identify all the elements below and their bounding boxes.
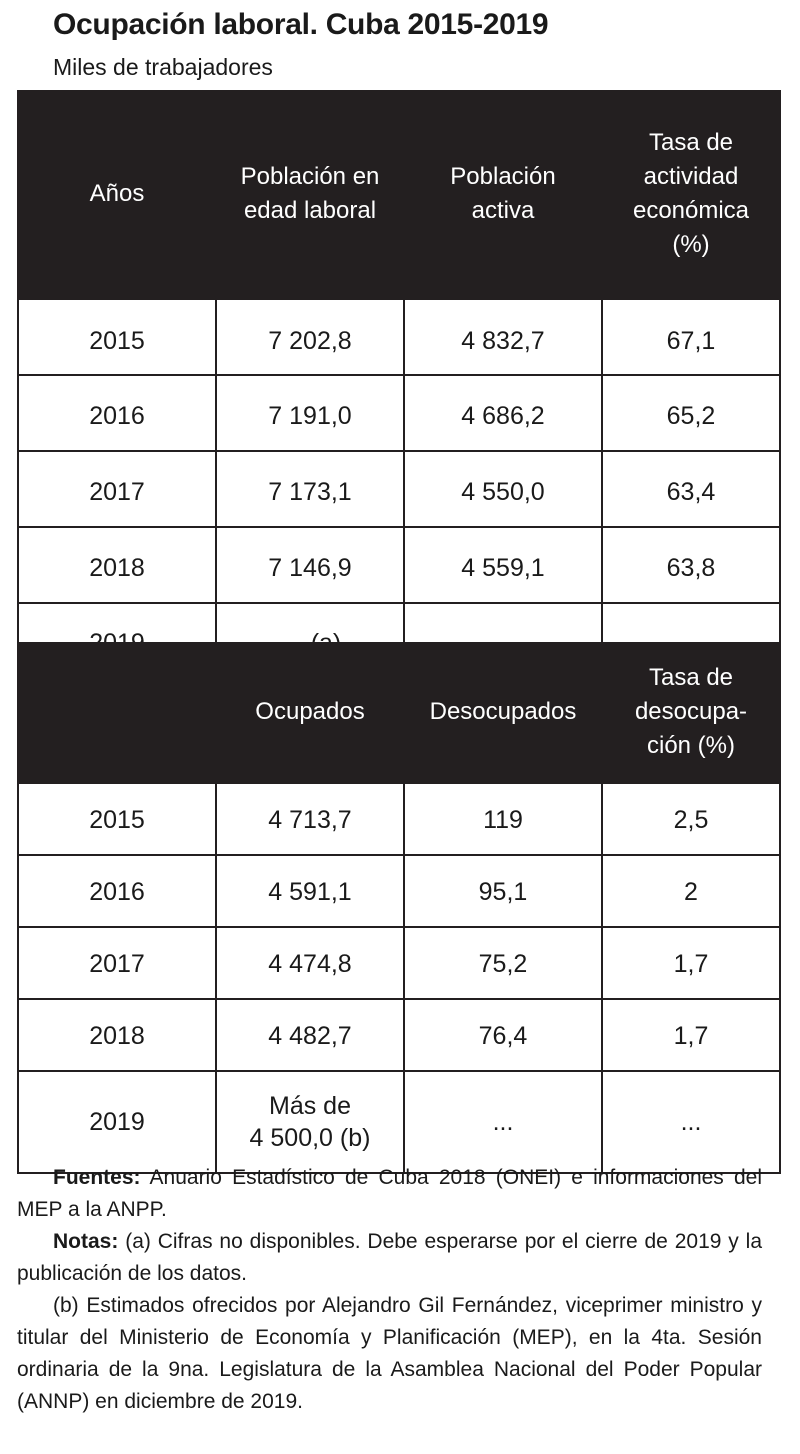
value-cell: 65,2: [601, 374, 781, 452]
value-cell: 4 559,1: [403, 526, 603, 604]
note-a-text: (a) Cifras no disponibles. Debe esperars…: [17, 1230, 762, 1285]
sources-label: Fuentes:: [53, 1166, 141, 1189]
column-header: Población activa: [403, 90, 603, 299]
column-header: Población en edad laboral: [215, 90, 405, 299]
year-cell: 2016: [17, 854, 217, 928]
table-row: 2015 4 713,7 119 2,5: [17, 782, 781, 856]
value-cell: 67,1: [601, 298, 781, 376]
year-cell: 2016: [17, 374, 217, 452]
value-cell: 7 191,0: [215, 374, 405, 452]
table-row: 2016 7 191,0 4 686,2 65,2: [17, 374, 781, 452]
year-cell: 2017: [17, 450, 217, 528]
column-header: Tasa de desocupa-ción (%): [601, 642, 781, 783]
value-cell: 95,1: [403, 854, 603, 928]
labor-force-table: Años Población en edad laboral Población act…: [17, 90, 781, 674]
year-cell: 2015: [17, 298, 217, 376]
value-cell: ...: [601, 1070, 781, 1174]
value-cell: 75,2: [403, 926, 603, 1000]
value-cell: 4 686,2: [403, 374, 603, 452]
value-cell: 2: [601, 854, 781, 928]
value-cell: 4 482,7: [215, 998, 405, 1072]
employment-table: Ocupados Desocupados Tasa de desocupa-ción …: [17, 642, 781, 1174]
year-cell: 2015: [17, 782, 217, 856]
value-cell: 7 173,1: [215, 450, 405, 528]
column-header: [17, 642, 217, 783]
year-cell: 2017: [17, 926, 217, 1000]
value-cell: 1,7: [601, 926, 781, 1000]
value-cell: 63,8: [601, 526, 781, 604]
table-row: 2017 4 474,8 75,2 1,7: [17, 926, 781, 1000]
table-row: 2016 4 591,1 95,1 2: [17, 854, 781, 928]
value-cell: 119: [403, 782, 603, 856]
page-subtitle: Miles de trabajadores: [53, 54, 273, 80]
value-cell: 2,5: [601, 782, 781, 856]
sources-note: Fuentes: Anuario Estadístico de Cuba 201…: [17, 1162, 762, 1226]
value-cell: 4 713,7: [215, 782, 405, 856]
value-cell: 4 591,1: [215, 854, 405, 928]
table-header-row: Años Población en edad laboral Población act…: [17, 90, 781, 299]
table-row: 2017 7 173,1 4 550,0 63,4: [17, 450, 781, 528]
value-cell: 7 202,8: [215, 298, 405, 376]
value-cell: 4 550,0: [403, 450, 603, 528]
page-title: Ocupación laboral. Cuba 2015-2019: [53, 8, 549, 41]
value-cell: 4 474,8: [215, 926, 405, 1000]
year-cell: 2019: [17, 1070, 217, 1174]
value-cell: 76,4: [403, 998, 603, 1072]
sources-text: Anuario Estadístico de Cuba 2018 (ONEI) …: [17, 1166, 762, 1221]
table-row: 2018 4 482,7 76,4 1,7: [17, 998, 781, 1072]
note-b: (b) Estimados ofrecidos por Alejandro Gi…: [17, 1294, 762, 1413]
value-cell: 7 146,9: [215, 526, 405, 604]
table-header-row: Ocupados Desocupados Tasa de desocupa-ción …: [17, 642, 781, 783]
column-header: Desocupados: [403, 642, 603, 783]
value-cell: Más de 4 500,0 (b): [215, 1070, 405, 1174]
value-cell: 4 832,7: [403, 298, 603, 376]
table-row: 2015 7 202,8 4 832,7 67,1: [17, 298, 781, 376]
column-header: Tasa de actividad económica (%): [601, 90, 781, 299]
value-cell: 1,7: [601, 998, 781, 1072]
note-a: Notas: (a) Cifras no disponibles. Debe e…: [17, 1226, 762, 1290]
year-cell: 2018: [17, 526, 217, 604]
year-cell: 2018: [17, 998, 217, 1072]
value-cell: 63,4: [601, 450, 781, 528]
footnotes: Fuentes: Anuario Estadístico de Cuba 201…: [17, 1162, 762, 1418]
table-row: 2019 Más de 4 500,0 (b)......: [17, 1070, 781, 1174]
column-header: Años: [17, 90, 217, 299]
column-header: Ocupados: [215, 642, 405, 783]
value-cell: ...: [403, 1070, 603, 1174]
notes-label: Notas:: [53, 1230, 119, 1253]
table-row: 2018 7 146,9 4 559,1 63,8: [17, 526, 781, 604]
